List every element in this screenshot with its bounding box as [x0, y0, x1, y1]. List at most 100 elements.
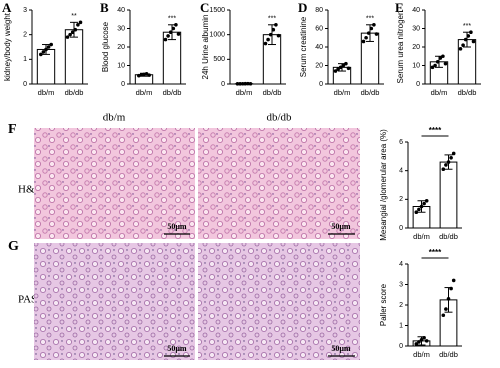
- data-point: [451, 278, 456, 283]
- y-tick-label: 10: [412, 62, 420, 69]
- y-tick-label: 0: [416, 81, 420, 88]
- y-axis-label: Serum urea nitrogen: [396, 11, 405, 84]
- scale-bar-label: 50μm: [167, 222, 187, 231]
- data-point: [458, 47, 463, 51]
- panel-label: E: [395, 0, 404, 15]
- bar: [439, 161, 458, 229]
- x-tick-label: db/db: [361, 88, 380, 97]
- data-point: [171, 26, 176, 31]
- y-tick-label: 500: [213, 56, 225, 63]
- data-point: [266, 37, 270, 42]
- panel-label: F: [8, 122, 17, 137]
- x-tick-label: db/db: [458, 88, 477, 97]
- data-point: [238, 82, 242, 86]
- data-point: [166, 34, 170, 38]
- histology-image: [198, 128, 360, 239]
- panel-label: A: [2, 0, 12, 15]
- data-point: [424, 198, 429, 203]
- data-point: [73, 27, 78, 32]
- y-tick-label: 20: [117, 44, 125, 51]
- x-tick-label: db/m: [334, 88, 351, 97]
- y-tick-label: 1500: [209, 7, 225, 14]
- data-point: [49, 42, 53, 47]
- histology-image: [34, 243, 195, 360]
- data-point: [417, 340, 421, 344]
- data-point: [372, 23, 376, 27]
- data-point: [414, 342, 419, 346]
- y-axis-label: 24h Urine albumin: [201, 15, 210, 80]
- data-point: [441, 313, 446, 318]
- y-tick-label: 6: [399, 139, 403, 146]
- data-point: [41, 50, 46, 54]
- y-tick-label: 1: [23, 56, 27, 63]
- data-point: [147, 73, 151, 77]
- y-axis-label: Paller score: [379, 283, 388, 326]
- data-point: [414, 210, 419, 215]
- x-tick-label: db/m: [413, 350, 430, 359]
- data-point: [263, 41, 268, 46]
- x-tick-label: db/m: [431, 88, 448, 97]
- panel-label: D: [298, 0, 307, 15]
- data-point: [461, 43, 465, 47]
- data-point: [240, 81, 245, 86]
- x-tick-label: db/db: [439, 350, 458, 359]
- data-point: [248, 81, 253, 86]
- y-tick-label: 0: [319, 81, 323, 88]
- y-tick-label: 0: [399, 225, 403, 232]
- y-tick-label: 80: [315, 7, 323, 14]
- histology-image: [34, 128, 195, 239]
- data-point: [471, 39, 476, 44]
- histology-image: [198, 243, 360, 360]
- data-point: [344, 61, 348, 66]
- panel-label: G: [8, 239, 19, 254]
- y-tick-label: 3: [399, 281, 403, 288]
- y-tick-label: 3: [23, 7, 27, 14]
- data-point: [346, 66, 351, 71]
- y-tick-label: 40: [315, 44, 323, 51]
- scale-bar-label: 50μm: [331, 222, 351, 231]
- data-point: [422, 336, 426, 340]
- x-tick-label: db/m: [413, 232, 430, 241]
- scale-bar-label: 50μm: [167, 344, 187, 353]
- row-label: PAS: [18, 294, 37, 306]
- data-point: [235, 82, 240, 86]
- panel-label: B: [100, 0, 109, 15]
- data-point: [374, 32, 379, 36]
- x-tick-label: db/m: [236, 88, 253, 97]
- y-tick-label: 30: [117, 25, 125, 32]
- data-point: [243, 81, 248, 86]
- x-tick-label: db/m: [38, 88, 55, 97]
- column-header: db/db: [266, 112, 292, 124]
- x-tick-label: db/db: [439, 232, 458, 241]
- data-point: [246, 81, 250, 86]
- y-axis-label: Mesangial /glomerular area (%): [379, 129, 388, 241]
- data-point: [469, 30, 473, 34]
- y-tick-label: 60: [315, 25, 323, 32]
- data-point: [369, 26, 374, 31]
- data-point: [466, 34, 471, 38]
- data-point: [444, 307, 448, 311]
- data-point: [366, 31, 371, 35]
- data-point: [419, 338, 424, 342]
- significance-label: **: [71, 13, 77, 20]
- data-point: [419, 204, 424, 209]
- significance-label: ***: [366, 16, 374, 23]
- y-tick-label: 20: [412, 44, 420, 51]
- significance-label: ***: [463, 23, 471, 30]
- data-point: [364, 35, 368, 40]
- data-point: [274, 23, 278, 27]
- scale-bar-lines: [164, 233, 355, 357]
- data-point: [444, 163, 448, 167]
- y-axis-label: kidney/body weight: [3, 12, 12, 81]
- y-tick-label: 2: [399, 302, 403, 309]
- y-tick-label: 1: [399, 322, 403, 329]
- data-point: [76, 23, 80, 27]
- data-point: [463, 37, 468, 42]
- y-tick-label: 2: [399, 196, 403, 203]
- data-point: [46, 45, 51, 49]
- significance-label: ****: [429, 248, 442, 257]
- y-tick-label: 10: [117, 62, 125, 69]
- data-point: [424, 339, 429, 343]
- y-tick-label: 0: [121, 81, 125, 88]
